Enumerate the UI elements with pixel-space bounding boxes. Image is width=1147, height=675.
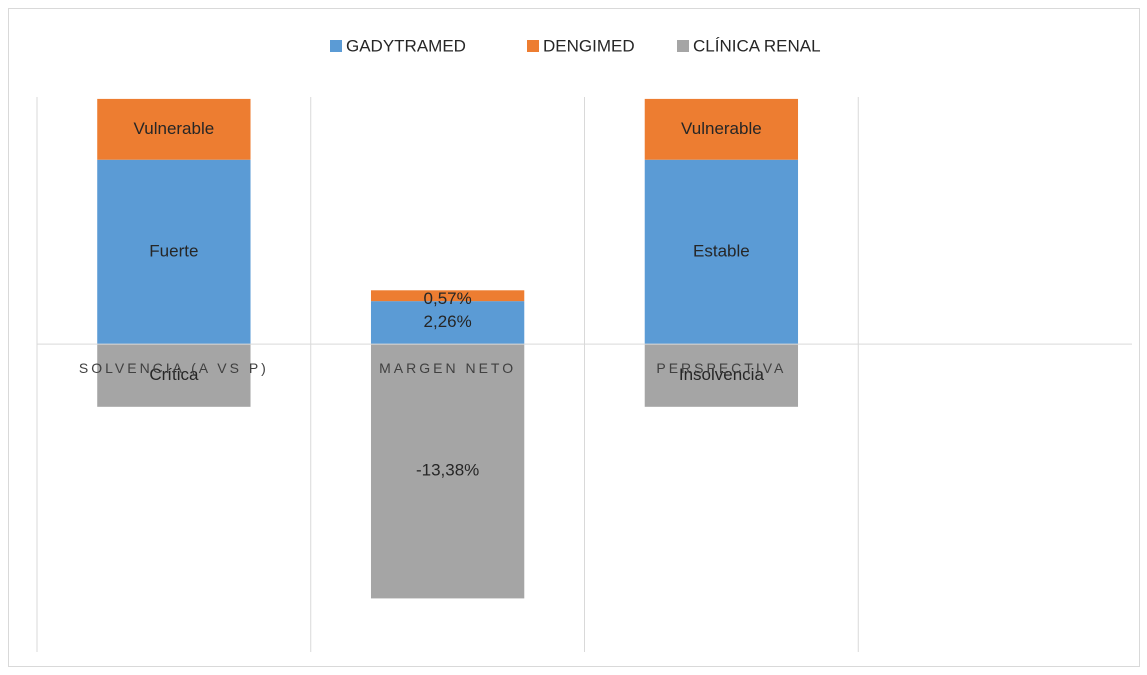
bar <box>370 301 525 345</box>
bar <box>644 159 799 345</box>
x-tick-label: MARGEN NETO <box>379 360 516 376</box>
data-label: -13,38% <box>416 461 479 480</box>
legend-swatch <box>527 40 539 52</box>
bar <box>370 290 525 302</box>
bar <box>97 344 251 407</box>
bar <box>644 344 799 407</box>
data-label: 0,57% <box>424 289 472 308</box>
bar <box>370 344 525 599</box>
data-label: Vulnerable <box>681 119 762 138</box>
x-tick-label: PERSPECTIVA <box>656 360 786 376</box>
bar <box>97 98 251 160</box>
data-label: Vulnerable <box>134 119 215 138</box>
legend-label: GADYTRAMED <box>346 36 466 55</box>
data-label: Insolvencia <box>679 365 765 384</box>
legend-label: DENGIMED <box>543 36 635 55</box>
data-label: Fuerte <box>149 241 198 260</box>
bar <box>644 98 799 160</box>
bar <box>97 159 251 345</box>
data-label: Estable <box>693 241 750 260</box>
data-label: Crítica <box>149 365 199 384</box>
data-label: 2,26% <box>424 312 472 331</box>
legend-label: CLÍNICA RENAL <box>693 36 821 55</box>
legend-swatch <box>330 40 342 52</box>
x-tick-label: SOLVENCIA (A VS P) <box>79 360 269 376</box>
legend-swatch <box>677 40 689 52</box>
